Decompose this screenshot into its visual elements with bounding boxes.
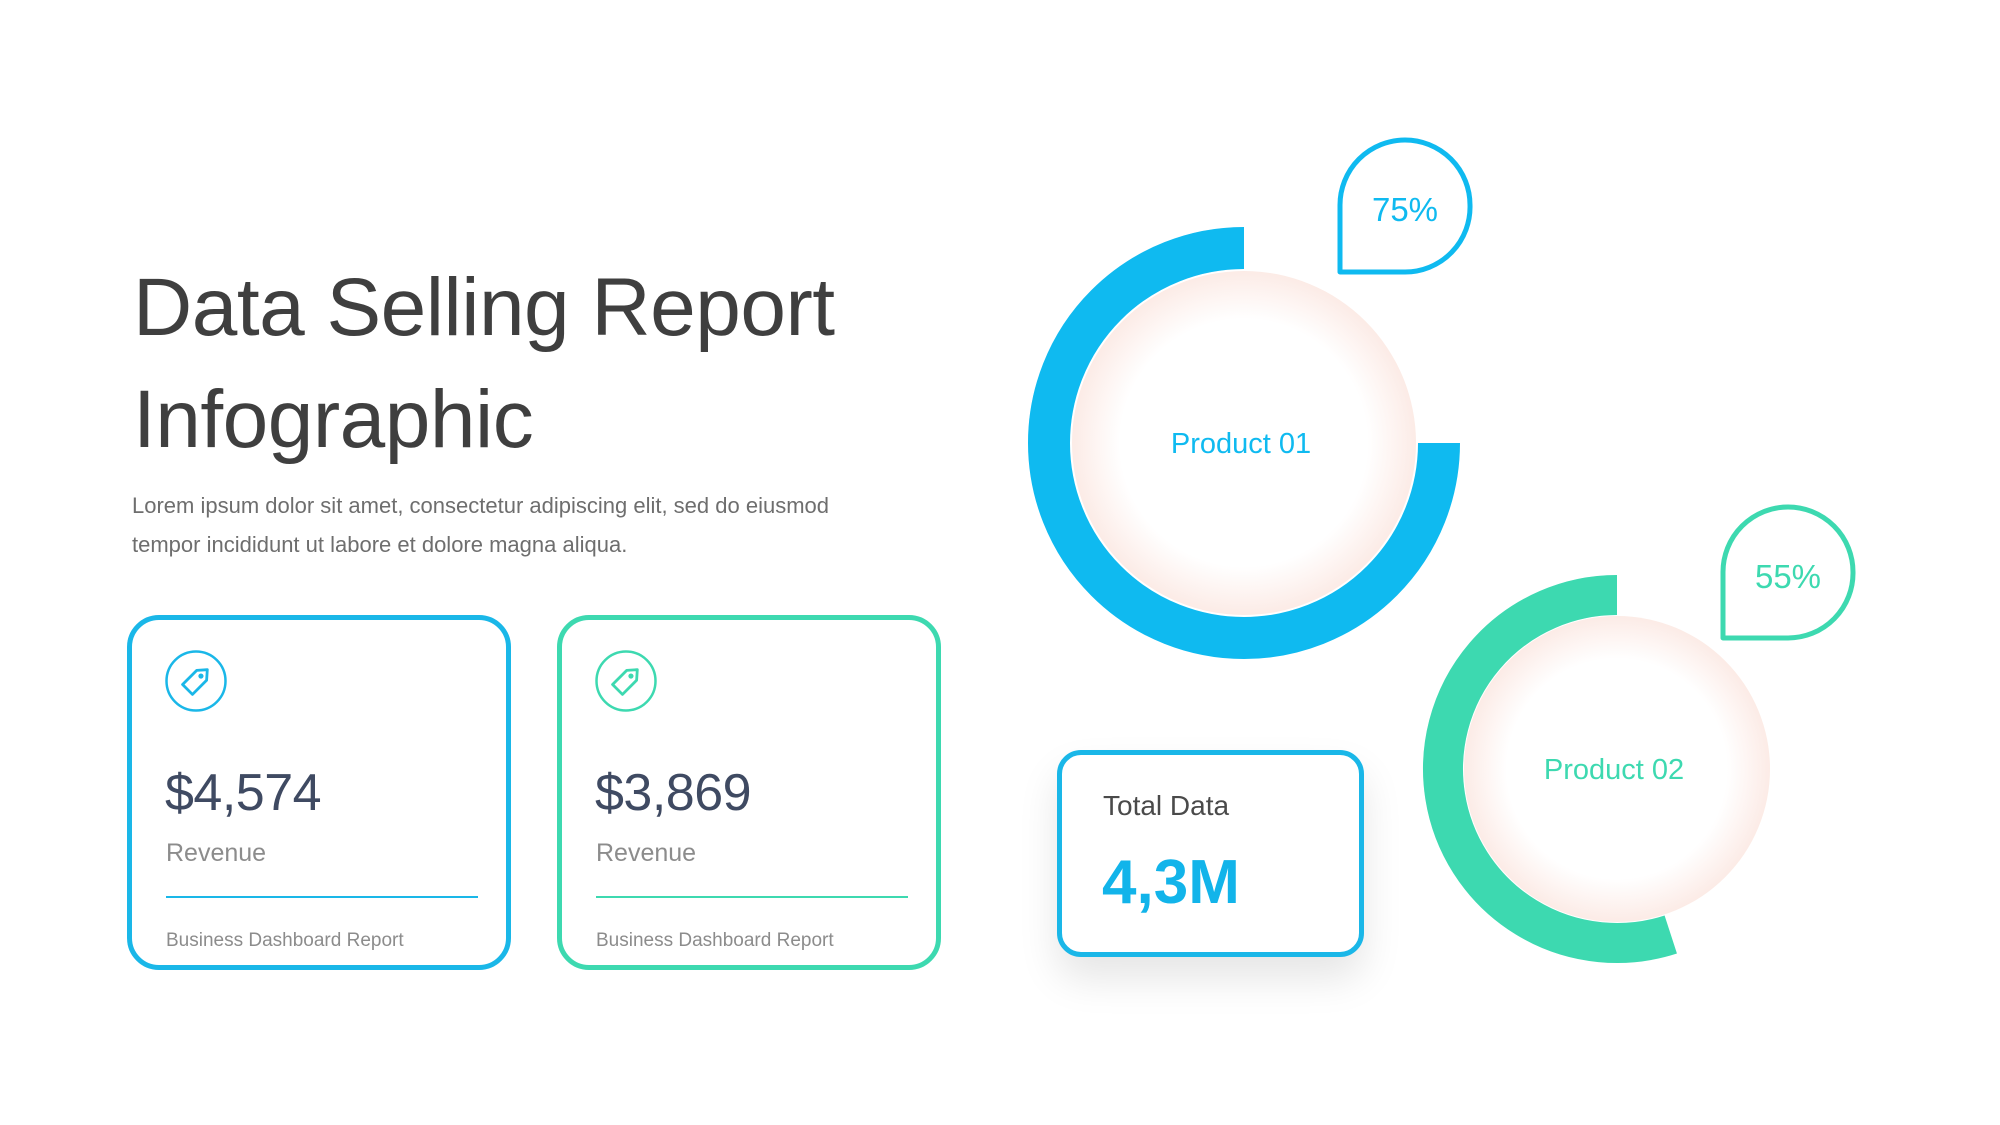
page-title-line1: Data Selling Report [133, 262, 835, 353]
page-title: Data Selling Report Infographic [133, 252, 835, 476]
revenue-label: Revenue [596, 839, 697, 867]
product-02-percent-label: 55% [1755, 558, 1821, 595]
product-01-percent-label: 75% [1372, 191, 1438, 228]
page-title-line2: Infographic [133, 374, 534, 465]
revenue-amount: $4,574 [165, 764, 322, 822]
description-line2: tempor incididunt ut labore et dolore ma… [132, 532, 628, 557]
total-data-label: Total Data [1103, 790, 1230, 821]
revenue-label: Revenue [166, 839, 267, 867]
product-01-value-arc [1028, 227, 1460, 659]
page-description: Lorem ipsum dolor sit amet, consectetur … [132, 486, 932, 564]
total-data-value: 4,3M [1102, 848, 1240, 917]
description-line1: Lorem ipsum dolor sit amet, consectetur … [132, 493, 830, 518]
tag-icon [595, 650, 657, 712]
product-01-center-label: Product 01 [1171, 428, 1311, 460]
card-footer: Business Dashboard Report [166, 930, 404, 951]
revenue-card-2: $3,869 Revenue Business Dashboard Report [557, 615, 941, 970]
tag-icon [165, 650, 227, 712]
product-02-value-arc [1423, 575, 1677, 963]
card-divider [166, 896, 478, 898]
product-02-percent-bubble [1720, 504, 1856, 641]
total-data-card: Total Data 4,3M [1057, 750, 1364, 957]
card-footer: Business Dashboard Report [596, 930, 834, 951]
product-01-percent-bubble [1337, 137, 1473, 275]
card-divider [596, 896, 908, 898]
product-02-center-label: Product 02 [1544, 754, 1684, 786]
product-01-inner [1072, 271, 1416, 615]
revenue-card-1: $4,574 Revenue Business Dashboard Report [127, 615, 511, 970]
revenue-amount: $3,869 [595, 764, 752, 822]
product-02-inner [1464, 616, 1770, 922]
